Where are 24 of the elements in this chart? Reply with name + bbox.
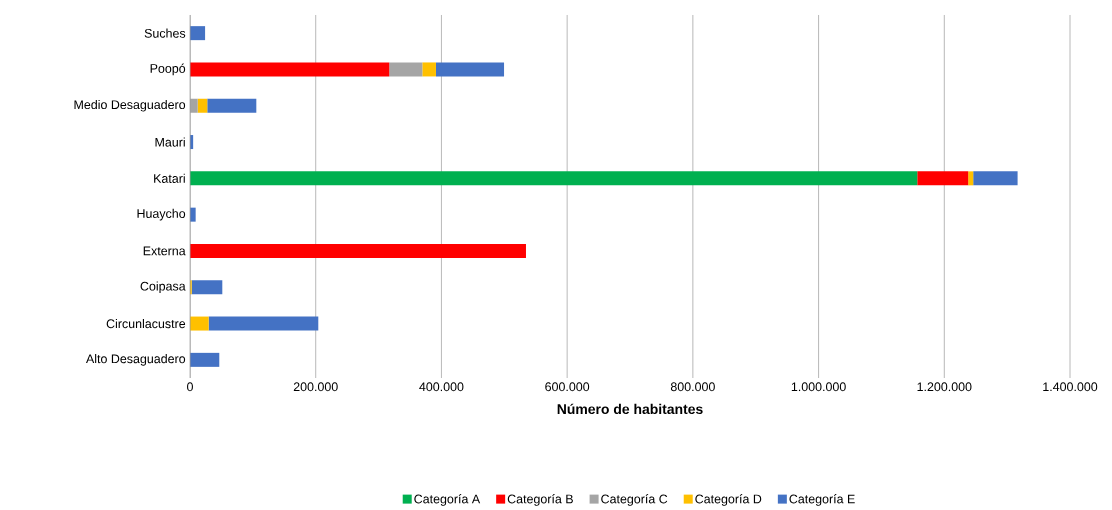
x-tick-label: 800.000 — [670, 382, 715, 392]
legend-label: Categoría A — [414, 494, 481, 506]
y-tick-label: Externa — [143, 246, 186, 256]
y-tick-label: Huaycho — [137, 208, 186, 221]
x-tick-label: 600.000 — [545, 382, 590, 392]
x-tick-label: 200.000 — [293, 382, 338, 392]
legend-label: Categoría D — [695, 494, 762, 506]
legend-label: Categoría C — [601, 494, 668, 506]
x-tick-label: 1.200.000 — [917, 382, 972, 392]
y-tick-label: Poopó — [150, 63, 186, 76]
y-tick-label: Coipasa — [140, 281, 186, 294]
x-axis-title: Número de habitantes — [557, 403, 703, 415]
x-tick-label: 1.000.000 — [791, 382, 846, 392]
x-tick-label: 1.400.000 — [1043, 382, 1098, 392]
legend-label: Categoría B — [507, 494, 573, 506]
y-tick-label: Katari — [154, 173, 185, 183]
y-tick-label: Alto Desaguadero — [85, 354, 186, 366]
y-tick-label: Suches — [144, 28, 186, 38]
x-tick-label: 0 — [187, 382, 193, 392]
y-tick-label: Mauri — [155, 137, 185, 147]
legend-label: Categoría E — [789, 494, 855, 506]
x-tick-label: 400.000 — [419, 382, 464, 392]
y-tick-label: Medio Desaguadero — [74, 99, 186, 112]
y-tick-label: Circunlacustre — [106, 318, 186, 329]
